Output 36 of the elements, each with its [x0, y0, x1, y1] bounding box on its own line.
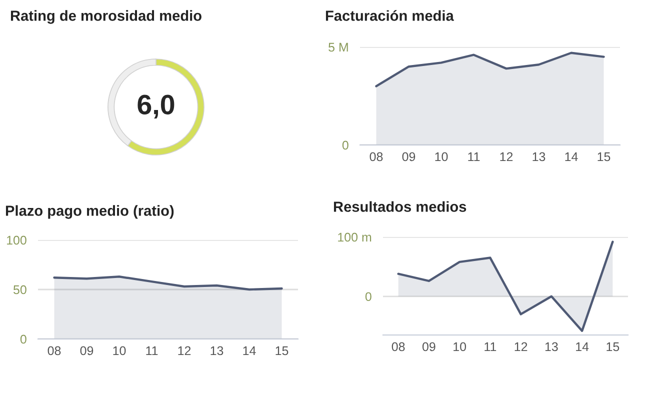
- x-tick-label: 10: [113, 346, 126, 356]
- x-tick-label: 09: [422, 342, 436, 352]
- y-tick-label: 5 M: [328, 42, 348, 52]
- x-tick-label: 15: [606, 342, 620, 352]
- x-tick-label: 08: [370, 152, 383, 162]
- x-tick-label: 14: [243, 346, 256, 356]
- y-tick-label: 0: [20, 334, 26, 344]
- x-tick-label: 14: [576, 342, 589, 352]
- x-tick-label: 08: [392, 342, 405, 352]
- y-tick-label: 50: [13, 285, 26, 294]
- y-tick-label: 0: [365, 292, 372, 302]
- x-tick-label: 13: [210, 346, 224, 356]
- x-tick-label: 15: [276, 346, 288, 356]
- chart-title: Rating de morosidad medio: [10, 10, 202, 24]
- x-tick-label: 12: [514, 342, 528, 352]
- x-tick-label: 10: [435, 152, 448, 162]
- x-tick-label: 09: [80, 346, 94, 356]
- x-tick-label: 11: [484, 342, 496, 352]
- x-tick-label: 10: [454, 342, 466, 352]
- x-tick-label: 11: [146, 346, 158, 356]
- y-tick-label: 100: [6, 236, 26, 245]
- chart-title: Resultados medios: [334, 201, 466, 212]
- x-tick-label: 11: [468, 152, 480, 162]
- x-tick-label: 09: [402, 152, 416, 162]
- x-tick-label: 13: [532, 152, 546, 162]
- y-tick-label: 0: [342, 140, 348, 150]
- chart-title: Facturación media: [326, 10, 454, 21]
- text: 6,0: [138, 94, 174, 118]
- y-tick-label: 100 m: [338, 232, 372, 242]
- x-tick-label: 13: [545, 342, 558, 352]
- x-tick-label: 12: [178, 346, 191, 356]
- x-tick-label: 14: [565, 152, 578, 162]
- x-tick-label: 15: [598, 152, 610, 162]
- chart-title: Plazo pago medio (ratio): [6, 205, 174, 219]
- x-tick-label: 12: [500, 152, 513, 162]
- x-tick-label: 08: [48, 346, 61, 356]
